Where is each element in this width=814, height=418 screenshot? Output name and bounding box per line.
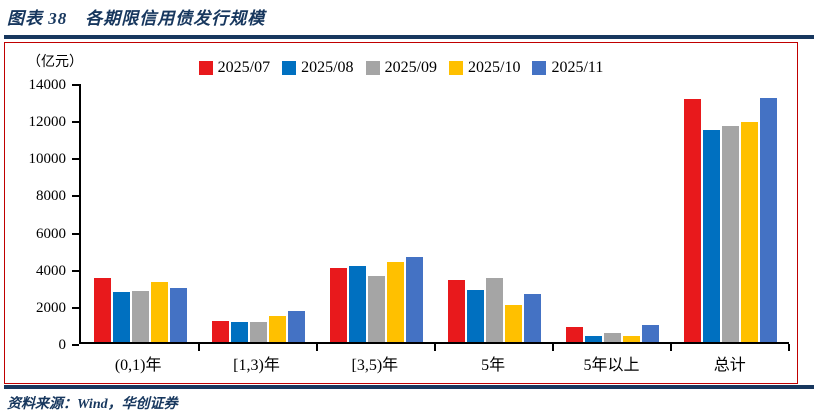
legend-swatch-icon (449, 61, 464, 75)
y-tick-label: 12000 (28, 114, 67, 131)
bar-2025-11 (169, 288, 187, 342)
legend-item-2025-09: 2025/09 (365, 59, 438, 77)
x-tick-mark (316, 344, 318, 351)
bar-2025-07 (565, 327, 583, 342)
x-tick-mark (552, 344, 554, 351)
y-tick-mark (72, 121, 79, 124)
y-tick-label: 8000 (36, 188, 66, 205)
y-tick-mark (72, 344, 79, 346)
y-axis: 0 2000 4000 6000 8000 10000 12000 14000 (5, 77, 79, 353)
x-category-label: [3,5)年 (351, 357, 399, 374)
legend-item-2025-11: 2025/11 (532, 59, 603, 77)
bar-2025-09 (131, 290, 149, 342)
y-tick-label: 6000 (36, 225, 66, 242)
y-tick-mark (72, 195, 79, 198)
bar-2025-10 (150, 281, 168, 342)
bar-2025-08 (348, 265, 366, 342)
legend-item-2025-07: 2025/07 (198, 59, 271, 77)
x-category-label: [1,3)年 (233, 357, 280, 374)
x-tick-mark (788, 344, 790, 351)
bar-2025-08 (466, 290, 484, 342)
bar-2025-10 (386, 262, 404, 342)
bar-2025-08 (702, 130, 720, 342)
y-tick-mark (72, 232, 79, 235)
x-category-label: 总计 (713, 357, 746, 374)
bar-group-4 (435, 84, 554, 351)
chart-frame: （亿元） 2025/07 2025/08 2025/09 2025/10 2025/11… (4, 42, 798, 384)
bar-group-3 (317, 84, 436, 351)
bar-2025-07 (211, 320, 229, 342)
bar-2025-11 (405, 256, 423, 342)
bar-2025-08 (230, 321, 248, 342)
bar-2025-09 (485, 277, 503, 342)
legend-swatch-icon (198, 61, 213, 75)
bar-2025-11 (523, 293, 541, 342)
y-tick-label: 2000 (36, 299, 66, 316)
x-tick-mark (670, 344, 672, 351)
legend: 2025/07 2025/08 2025/09 2025/10 2025/11 (5, 59, 797, 77)
bar-2025-11 (759, 97, 777, 342)
y-axis-unit-label: （亿元） (27, 55, 83, 70)
x-tick-mark (198, 344, 200, 351)
bar-2025-07 (447, 279, 465, 342)
bar-2025-10 (740, 121, 758, 342)
legend-swatch-icon (365, 61, 380, 75)
legend-label: 2025/11 (551, 59, 604, 76)
legend-label: 2025/10 (468, 59, 521, 76)
bar-2025-08 (584, 335, 602, 342)
bar-2025-07 (329, 267, 347, 342)
y-tick-label: 0 (58, 337, 67, 353)
legend-swatch-icon (282, 61, 297, 75)
bar-2025-07 (683, 98, 701, 342)
y-tick-mark (72, 158, 79, 161)
y-tick-mark (72, 306, 79, 309)
source-note: 资料来源：Wind，华创证券 (7, 397, 178, 412)
y-tick-mark (72, 269, 79, 272)
bar-2025-10 (268, 316, 286, 342)
bar-2025-09 (721, 125, 739, 342)
legend-item-2025-08: 2025/08 (282, 59, 354, 77)
x-tick-mark (434, 344, 436, 351)
bar-2025-09 (603, 332, 621, 342)
plot-area (79, 84, 790, 351)
bar-2025-09 (249, 321, 267, 342)
bar-2025-11 (287, 311, 305, 342)
bar-group-5 (553, 84, 672, 351)
bar-2025-11 (641, 325, 659, 342)
bar-2025-09 (367, 276, 385, 342)
y-tick-label: 4000 (36, 262, 66, 279)
x-category-label: 5年 (481, 357, 506, 374)
legend-label: 2025/08 (301, 59, 354, 76)
legend-label: 2025/09 (384, 59, 438, 76)
y-tick-label: 10000 (28, 151, 67, 168)
bottom-divider-rule (4, 385, 814, 389)
bar-2025-08 (112, 291, 130, 342)
y-tick-mark (72, 84, 79, 86)
x-category-label: 5年以上 (583, 357, 640, 374)
bar-group-6 (671, 84, 790, 351)
bar-2025-07 (93, 277, 111, 342)
bar-group-1 (81, 84, 200, 351)
legend-label: 2025/07 (217, 59, 271, 76)
y-tick-label: 14000 (28, 77, 67, 93)
bar-group-2 (199, 84, 318, 351)
legend-swatch-icon (532, 61, 547, 75)
bar-2025-10 (504, 304, 522, 342)
x-axis-labels: (0,1)年 [1,3)年 [3,5)年 5年 5年以上 总计 (79, 351, 789, 375)
bar-2025-10 (622, 335, 640, 342)
chart-title: 图表 38 各期限信用债发行规模 (7, 9, 266, 28)
legend-item-2025-10: 2025/10 (449, 59, 520, 77)
x-category-label: (0,1)年 (114, 357, 162, 374)
top-divider-rule (4, 35, 814, 39)
